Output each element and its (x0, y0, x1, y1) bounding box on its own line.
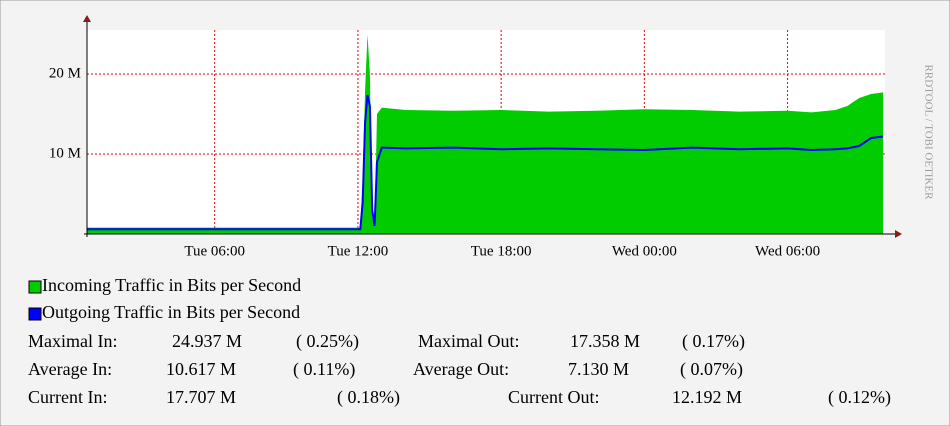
y-tick-label: 10 M (49, 145, 81, 161)
legend-swatch (28, 280, 42, 294)
stat-text: 24.937 M (172, 331, 242, 351)
x-tick-label: Tue 12:00 (328, 243, 389, 259)
stat-text: ( 0.07%) (680, 359, 743, 380)
x-tick-label: Tue 06:00 (184, 243, 245, 259)
x-tick-label: Tue 18:00 (471, 243, 532, 259)
stat-text: Current In: (28, 387, 107, 407)
stat-text: Maximal In: (28, 331, 117, 351)
y-tick-label: 20 M (49, 65, 81, 81)
legend-swatch (28, 307, 42, 321)
stat-text: ( 0.18%) (337, 387, 400, 408)
legend-label: Incoming Traffic in Bits per Second (42, 275, 301, 295)
side-label: RRDTOOL / TOBI OETIKER (922, 65, 934, 201)
outgoing-line (87, 94, 884, 231)
stat-text: Current Out: (508, 387, 600, 407)
stat-text: Average In: (28, 359, 112, 379)
stat-text: ( 0.11%) (293, 359, 355, 380)
stat-text: Maximal Out: (418, 331, 520, 351)
stat-text: ( 0.12%) (828, 387, 891, 408)
y-axis-arrow (83, 15, 91, 22)
stat-text: 10.617 M (166, 359, 236, 379)
stat-text: ( 0.17%) (682, 331, 745, 352)
legend-label: Outgoing Traffic in Bits per Second (42, 302, 300, 322)
incoming-area (87, 34, 884, 234)
stat-text: 17.707 M (166, 387, 236, 407)
x-axis-arrow (895, 230, 902, 238)
stat-text: 12.192 M (672, 387, 742, 407)
stat-text: 7.130 M (568, 359, 629, 379)
stat-text: 17.358 M (570, 331, 640, 351)
stat-text: ( 0.25%) (296, 331, 359, 352)
x-tick-label: Wed 00:00 (612, 243, 677, 259)
stat-text: Average Out: (413, 359, 509, 379)
x-tick-label: Wed 06:00 (755, 243, 820, 259)
